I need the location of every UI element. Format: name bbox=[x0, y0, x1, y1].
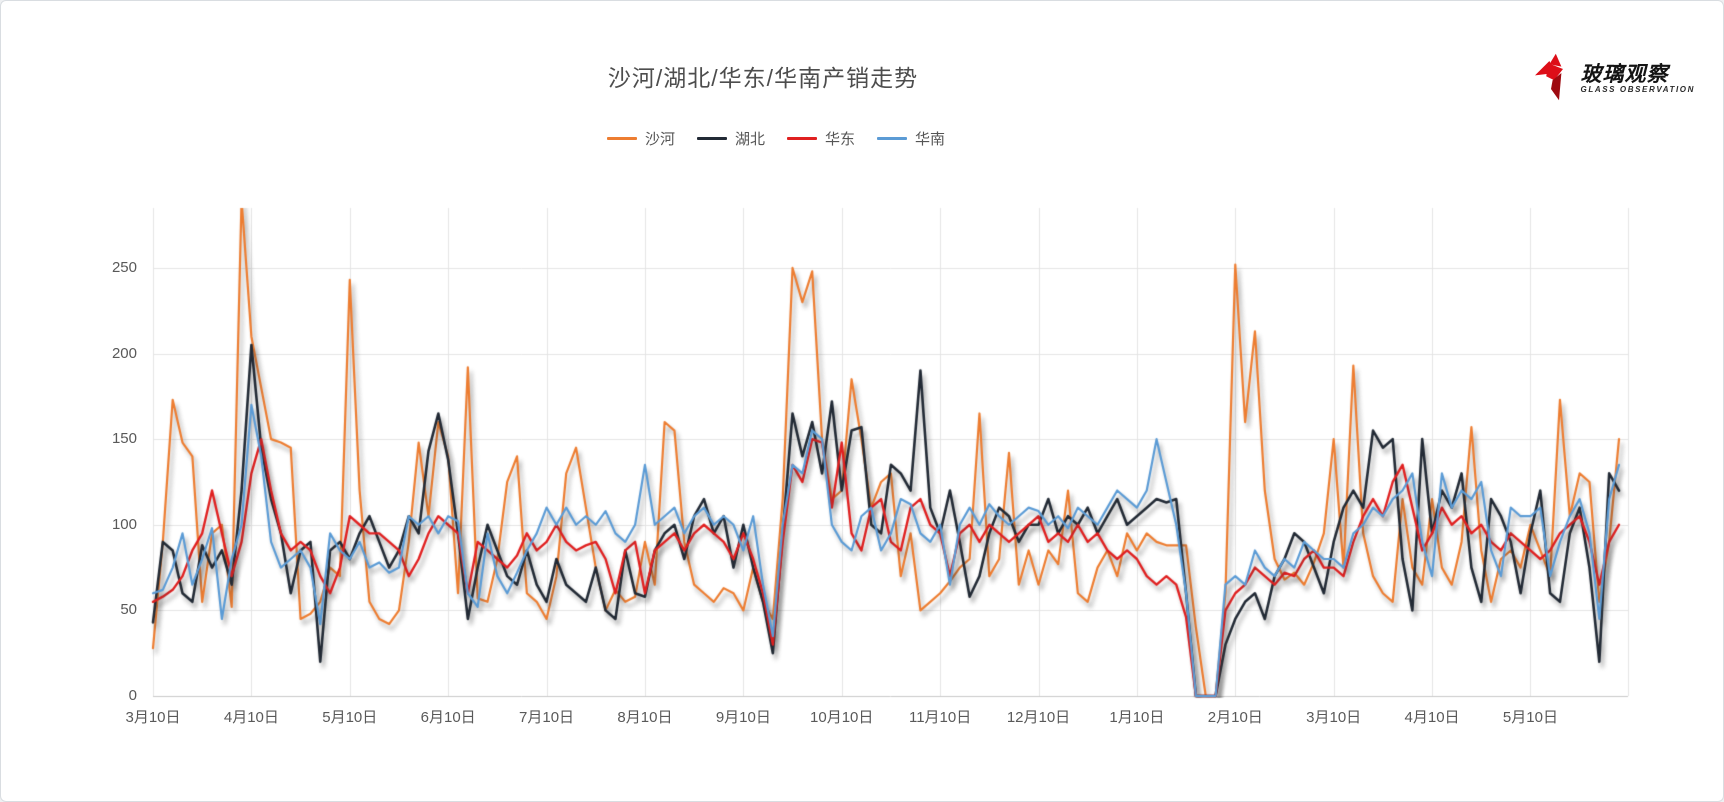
x-tick-label: 5月10日 bbox=[322, 709, 378, 726]
y-tick-label: 0 bbox=[128, 687, 137, 704]
x-tick-label: 9月10日 bbox=[715, 709, 771, 726]
x-tick-label: 11月10日 bbox=[908, 709, 972, 726]
x-tick-label: 7月10日 bbox=[519, 709, 575, 726]
y-tick-label: 250 bbox=[111, 258, 137, 276]
y-tick-label: 200 bbox=[111, 344, 137, 362]
y-tick-label: 100 bbox=[111, 515, 137, 533]
x-tick-label: 4月10日 bbox=[1404, 709, 1460, 726]
x-tick-label: 10月10日 bbox=[810, 709, 874, 726]
x-tick-label: 5月10日 bbox=[1502, 709, 1558, 726]
x-tick-label: 12月10日 bbox=[1006, 709, 1071, 726]
x-tick-label: 4月10日 bbox=[223, 709, 279, 726]
y-tick-label: 50 bbox=[120, 601, 137, 619]
x-tick-label: 6月10日 bbox=[420, 709, 476, 726]
y-tick-label: 150 bbox=[111, 430, 137, 448]
x-tick-label: 8月10日 bbox=[617, 709, 673, 726]
x-tick-label: 1月10日 bbox=[1109, 709, 1165, 726]
x-tick-label: 3月10日 bbox=[1306, 709, 1362, 726]
x-tick-label: 3月10日 bbox=[125, 709, 181, 726]
x-tick-label: 2月10日 bbox=[1207, 709, 1263, 726]
